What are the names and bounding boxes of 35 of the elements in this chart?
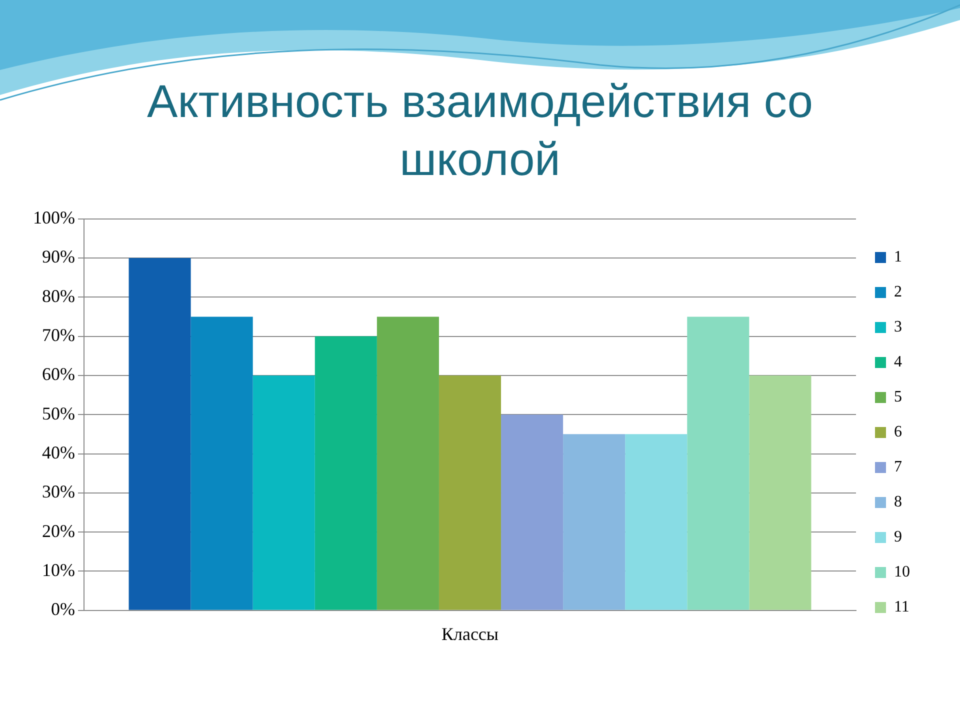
y-tick-label: 20% [42,520,75,541]
bar [128,258,191,610]
bar [314,336,377,610]
legend-label: 3 [894,318,902,336]
y-tick-label: 90% [42,246,75,267]
bar [376,316,439,610]
bar [563,434,626,610]
y-tick-label: 80% [42,286,75,306]
bar [438,375,502,610]
bar [501,414,564,610]
y-tick-label: 10% [42,560,75,580]
legend-label: 7 [894,458,902,476]
legend-label: 10 [894,564,910,581]
y-tick-label: 100% [32,208,75,228]
y-tick-label: 60% [42,364,75,384]
y-tick-label: 70% [42,325,75,346]
legend-label: 9 [894,528,902,546]
legend-label: 2 [894,284,902,301]
y-tick-label: 0% [50,599,75,620]
bar [687,316,750,610]
legend-label: 11 [894,598,910,616]
bar [190,316,253,610]
bar [625,434,688,610]
x-tick-label: Классы [441,624,499,644]
legend-label: 6 [894,424,902,441]
y-tick-label: 50% [42,403,75,424]
legend-label: 5 [894,388,902,406]
chart-title: Активность взаимодействия со школой [146,74,814,187]
legend-label: 4 [894,354,902,371]
bar [252,375,315,610]
y-tick-label: 30% [42,482,75,502]
bar [749,375,812,610]
legend-label: 1 [894,248,902,266]
y-tick-label: 40% [42,442,75,462]
legend-label: 8 [894,494,902,511]
